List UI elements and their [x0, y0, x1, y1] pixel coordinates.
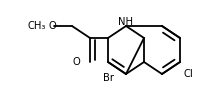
Text: Cl: Cl [183, 69, 193, 79]
Text: O: O [72, 57, 80, 67]
Text: CH₃: CH₃ [28, 21, 46, 31]
Text: Br: Br [103, 73, 114, 83]
Text: NH: NH [118, 17, 134, 27]
Text: O: O [48, 21, 56, 31]
